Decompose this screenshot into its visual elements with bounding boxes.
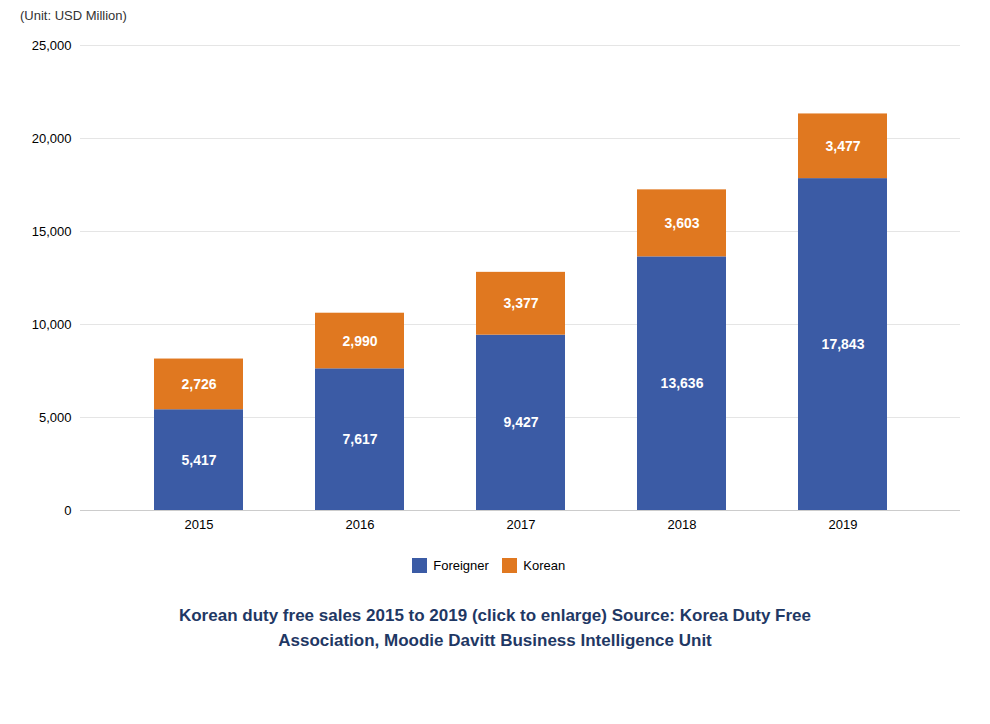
html-text:(Unit: USD Million): (Unit: USD Million) [20,8,127,23]
svg-text:7,617: 7,617 [342,431,377,447]
svg-text:10,000: 10,000 [32,317,72,332]
svg-text:3,477: 3,477 [825,138,860,154]
svg-text:13,636: 13,636 [661,375,704,391]
svg-text:2018: 2018 [668,517,697,532]
svg-text:2017: 2017 [507,517,536,532]
svg-text:17,843: 17,843 [822,336,865,352]
svg-text:2016: 2016 [346,517,375,532]
svg-text:2,726: 2,726 [181,376,216,392]
svg-text:25,000: 25,000 [32,38,72,53]
svg-text:2,990: 2,990 [342,332,377,348]
svg-text:2019: 2019 [829,517,858,532]
html-text:Korean: Korean [523,558,566,573]
svg-text:9,427: 9,427 [503,414,538,430]
html-text:Foreigner: Foreigner [433,558,489,573]
svg-text:5,417: 5,417 [181,452,216,468]
svg-text:2015: 2015 [185,517,214,532]
svg-text:3,377: 3,377 [503,295,538,311]
svg-text:3,603: 3,603 [664,215,699,231]
svg-text:5,000: 5,000 [39,410,72,425]
svg-text:0: 0 [64,503,71,518]
html-text:Association, Moodie Davitt Bus: Association, Moodie Davitt Business Inte… [278,631,712,650]
html-text:Korean duty free sales 2015 to: Korean duty free sales 2015 to 2019 (cli… [179,605,811,625]
svg-text:15,000: 15,000 [32,224,72,239]
svg-text:20,000: 20,000 [32,131,72,146]
